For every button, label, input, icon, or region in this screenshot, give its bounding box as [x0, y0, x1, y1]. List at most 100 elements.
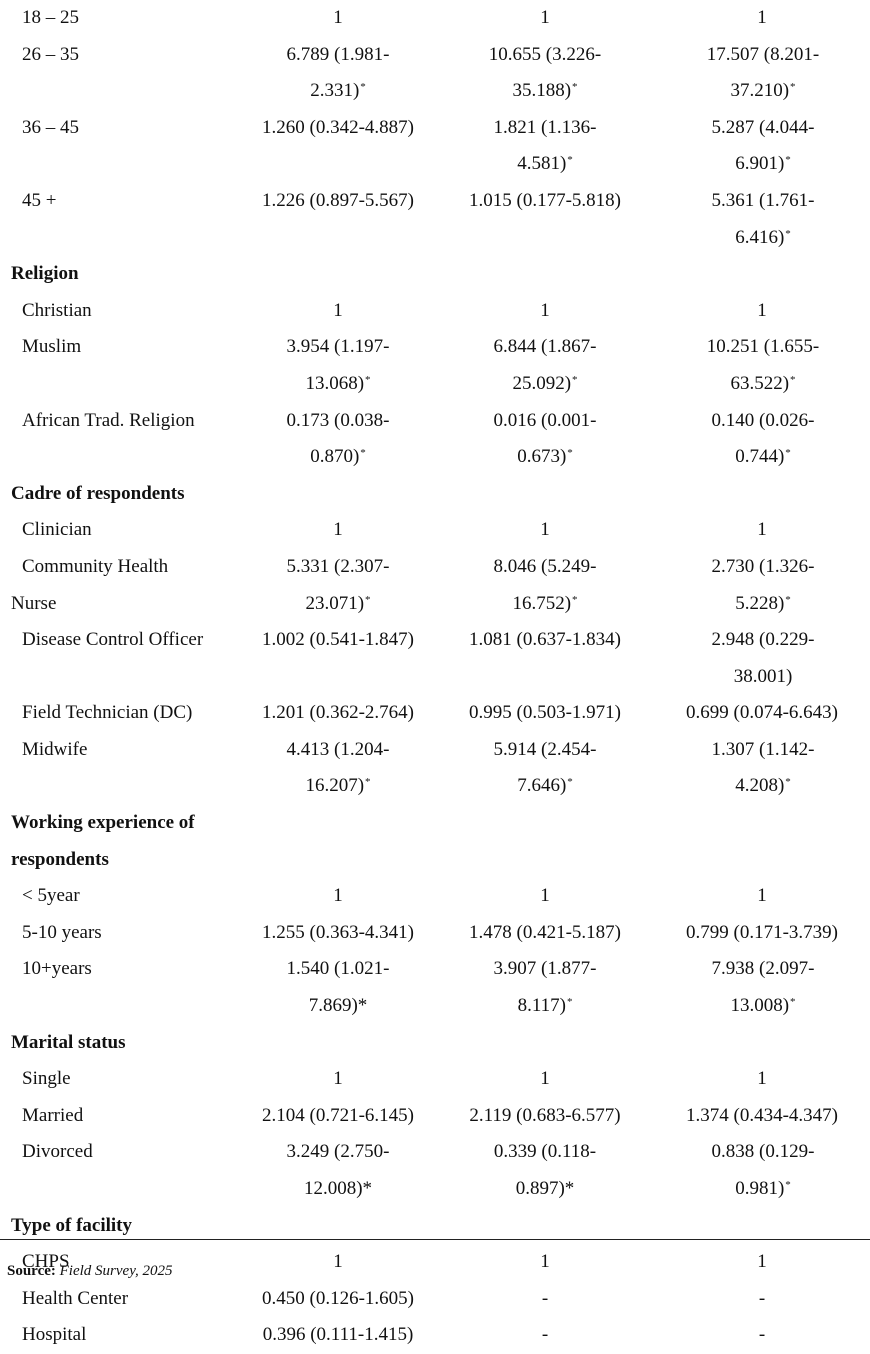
row-label: 36 – 45 [22, 116, 79, 138]
odds-ratio-value: 5.914 (2.454-7.646) [493, 738, 597, 797]
odds-ratio-value: 0.339 (0.118-0.897)* [493, 1141, 597, 1199]
odds-ratio-cell-c2: 8.046 (5.249-16.752)* [470, 549, 620, 622]
odds-ratio-value: 3.907 (1.877-8.117) [493, 958, 597, 1017]
odds-ratio-value: 1 [333, 7, 343, 28]
row-label: 18 – 25 [22, 7, 79, 28]
odds-ratio-value: 1 [757, 519, 767, 541]
row-label: Midwife [22, 738, 88, 760]
odds-ratio-value: 1 [540, 299, 550, 321]
table-source-note: Source: Field Survey, 2025 [7, 1262, 173, 1280]
row-label: Muslim [22, 336, 82, 358]
table-row: Hospital 0.396 (0.111-1.415) - - [0, 1317, 870, 1354]
odds-ratio-value: 1.255 (0.363-4.341) [262, 921, 414, 943]
odds-ratio-value: 0.450 (0.126-1.605) [262, 1287, 414, 1309]
odds-ratio-cell-c1: 1.255 (0.363-4.341) [226, 915, 450, 952]
odds-ratio-cell-c1: 0.173 (0.038-0.870)* [265, 403, 411, 476]
significance-marker: * [790, 373, 796, 386]
odds-ratio-value: 1 [757, 299, 767, 321]
odds-ratio-cell-c1: 6.789 (1.981-2.331)* [265, 37, 411, 110]
odds-ratio-value: 17.507 (8.201-37.210) [706, 43, 820, 102]
odds-ratio-cell-c1: 1.002 (0.541-1.847) [226, 622, 450, 659]
row-label: CHPS [22, 1251, 70, 1273]
table-row: Divorced 3.249 (2.750-12.008)* 0.339 (0.11… [0, 1134, 870, 1207]
odds-ratio-cell-c1: 3.954 (1.197-13.068)* [265, 329, 411, 402]
odds-ratio-cell-c2: 1.081 (0.637-1.834) [440, 622, 650, 659]
table-row: 18 – 25 1 1 1 [0, 0, 870, 37]
odds-ratio-cell-c2: 0.339 (0.118-0.897)* [470, 1134, 620, 1207]
odds-ratio-cell-c1: 1 [226, 512, 450, 549]
odds-ratio-cell-c3: 0.140 (0.026-0.744)* [688, 403, 838, 476]
odds-ratio-value: 1 [333, 299, 343, 321]
odds-ratio-cell-c3: - [652, 1317, 870, 1354]
table-row: 45 + 1.226 (0.897-5.567) 1.015 (0.177-5.81… [0, 183, 870, 256]
table-section-header-row: Cadre of respondents [0, 476, 870, 513]
significance-marker: * [567, 776, 573, 789]
odds-ratio-cell-c3: 1 [652, 293, 870, 330]
odds-ratio-value: 1 [757, 7, 767, 28]
table-row: Field Technician (DC) 1.201 (0.362-2.764)… [0, 695, 870, 732]
odds-ratio-cell-c3: 1 [652, 1244, 870, 1281]
odds-ratio-cell-c2: 1.015 (0.177-5.818) [440, 183, 650, 220]
significance-marker: * [365, 593, 371, 606]
significance-marker: * [567, 447, 573, 460]
significance-marker: * [365, 776, 371, 789]
row-label: Field Technician (DC) [22, 702, 193, 724]
odds-ratio-cell-c2: 2.119 (0.683-6.577) [440, 1098, 650, 1135]
row-label: Hospital [22, 1324, 87, 1346]
odds-ratio-cell-c3: 1 [652, 1061, 870, 1098]
odds-ratio-value: 5.287 (4.044-6.901) [711, 116, 815, 175]
odds-ratio-cell-c3: 2.948 (0.229-38.001) [688, 622, 838, 695]
odds-ratio-value: 3.954 (1.197-13.068) [286, 336, 390, 394]
table-row: Muslim 3.954 (1.197-13.068)* 6.844 (1.867-… [0, 329, 870, 402]
odds-ratio-value: 1.540 (1.021-7.869)* [286, 958, 390, 1017]
odds-ratio-cell-c1: 1.226 (0.897-5.567) [226, 183, 450, 220]
odds-ratio-value: - [758, 1324, 766, 1346]
significance-marker: * [785, 1179, 791, 1191]
odds-ratio-value: 1 [757, 1251, 767, 1273]
odds-ratio-value: 0.396 (0.111-1.415) [262, 1324, 414, 1346]
odds-ratio-cell-c2: 0.016 (0.001-0.673)* [470, 403, 620, 476]
significance-marker: * [785, 776, 791, 789]
odds-ratio-value: 1 [333, 885, 343, 907]
odds-ratio-value: 0.995 (0.503-1.971) [469, 702, 621, 724]
odds-ratio-value: 1 [333, 519, 343, 541]
odds-ratio-cell-c3: 0.799 (0.171-3.739) [652, 915, 870, 952]
table-row: 10+years 1.540 (1.021-7.869)* 3.907 (1.877… [0, 951, 870, 1024]
table-section-header-row: Religion [0, 256, 870, 293]
source-label: Source: [7, 1263, 56, 1279]
odds-ratio-cell-c3: 0.699 (0.074-6.643) [652, 695, 870, 732]
odds-ratio-cell-c2: 1.478 (0.421-5.187) [440, 915, 650, 952]
odds-ratio-cell-c2: 0.995 (0.503-1.971) [440, 695, 650, 732]
odds-ratio-cell-c3: 1.307 (1.142-4.208)* [688, 732, 838, 805]
odds-ratio-value: 1 [333, 1068, 343, 1090]
odds-ratio-value: - [758, 1287, 766, 1309]
section-header: Religion [11, 263, 79, 285]
odds-ratio-value: 6.789 (1.981-2.331) [286, 43, 390, 102]
odds-ratio-cell-c2: 1 [440, 1061, 650, 1098]
odds-ratio-value: 5.331 (2.307-23.071) [286, 555, 390, 614]
row-label: Married [22, 1104, 84, 1126]
row-label: 10+years [22, 958, 92, 980]
table-row: Midwife 4.413 (1.204-16.207)* 5.914 (2.454… [0, 732, 870, 805]
row-label: 5-10 years [22, 921, 102, 943]
odds-ratio-cell-c2: 1 [440, 878, 650, 915]
odds-ratio-cell-c1: 4.413 (1.204-16.207)* [265, 732, 411, 805]
odds-ratio-cell-c3: - [652, 1281, 870, 1318]
significance-marker: * [785, 593, 791, 606]
odds-ratio-value: - [541, 1287, 549, 1309]
odds-ratio-cell-c3: 1.374 (0.434-4.347) [652, 1098, 870, 1135]
odds-ratio-value: 1.307 (1.142-4.208) [711, 738, 815, 797]
odds-ratio-cell-c2: 1 [440, 1244, 650, 1281]
significance-marker: * [790, 996, 796, 1009]
odds-ratio-cell-c2: - [440, 1317, 650, 1354]
odds-ratio-cell-c3: 7.938 (2.097-13.008)* [688, 951, 838, 1024]
row-label: Community Health [22, 555, 169, 577]
odds-ratio-value: 1.374 (0.434-4.347) [686, 1104, 838, 1126]
significance-marker: * [790, 81, 796, 94]
odds-ratio-value: - [541, 1324, 549, 1346]
odds-ratio-cell-c3: 1 [652, 878, 870, 915]
odds-ratio-value: 10.655 (3.226-35.188) [488, 43, 602, 102]
odds-ratio-value: 1 [540, 1251, 550, 1273]
odds-ratio-value: 1 [540, 519, 550, 541]
